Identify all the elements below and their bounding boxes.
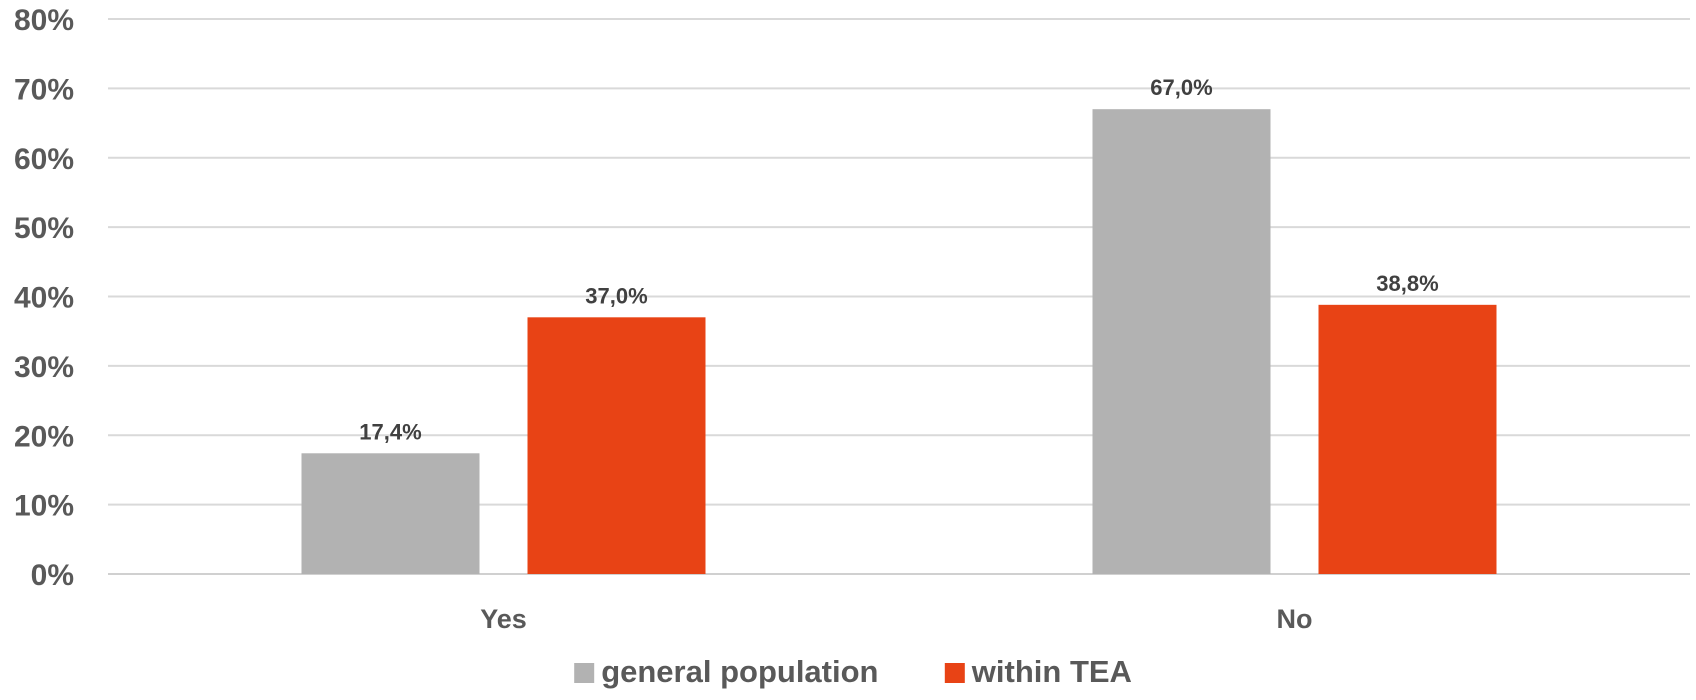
- bars: [301, 109, 1497, 574]
- legend-label: general population: [601, 654, 878, 689]
- category-label-yes: Yes: [480, 604, 527, 634]
- legend-swatch-within-tea: [944, 663, 965, 683]
- category-label-no: No: [1277, 604, 1313, 634]
- data-labels: 17,4% 37,0% 67,0% 38,8%: [359, 75, 1438, 444]
- y-axis-tick-labels: 0% 10% 20% 30% 40% 50% 60% 70% 80%: [14, 4, 74, 592]
- bar-within-tea-no: [1318, 304, 1497, 574]
- legend-label: within TEA: [971, 654, 1132, 689]
- y-tick-label: 80%: [14, 4, 74, 37]
- y-tick-label: 10%: [14, 490, 74, 523]
- y-tick-label: 50%: [14, 212, 74, 245]
- y-tick-label: 0%: [31, 559, 74, 592]
- bar-within-tea-yes: [527, 317, 706, 574]
- data-label: 38,8%: [1376, 271, 1438, 296]
- data-label: 37,0%: [585, 283, 647, 308]
- data-label: 17,4%: [359, 419, 421, 444]
- legend: general population within TEA: [574, 654, 1132, 689]
- y-tick-label: 40%: [14, 282, 74, 315]
- y-tick-label: 70%: [14, 73, 74, 106]
- bar-general-population-no: [1092, 109, 1271, 574]
- data-label: 67,0%: [1150, 75, 1212, 100]
- bar-general-population-yes: [301, 453, 480, 574]
- y-tick-label: 60%: [14, 143, 74, 176]
- x-axis-category-labels: Yes No: [480, 604, 1312, 634]
- y-tick-label: 20%: [14, 420, 74, 453]
- legend-swatch-general-population: [574, 663, 595, 683]
- y-tick-label: 30%: [14, 351, 74, 384]
